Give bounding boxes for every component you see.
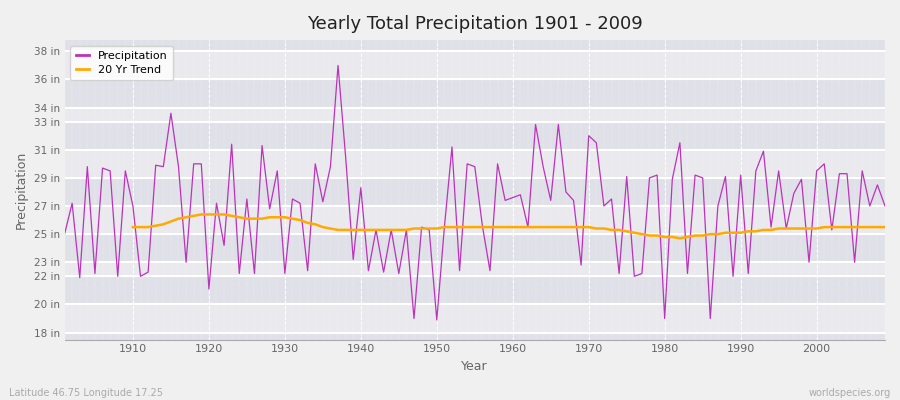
Line: Precipitation: Precipitation [65, 66, 885, 320]
20 Yr Trend [310, 222, 320, 227]
20 Yr Trend [128, 225, 139, 230]
Precipitation [120, 168, 130, 173]
Bar [65, 51, 885, 80]
Precipitation [879, 204, 890, 208]
20 Yr Trend [583, 225, 594, 230]
Title: Yearly Total Precipitation 1901 - 2009: Yearly Total Precipitation 1901 - 2009 [307, 15, 643, 33]
Y-axis label: Precipitation: Precipitation [15, 151, 28, 229]
Bar [65, 262, 885, 276]
20 Yr Trend [279, 215, 290, 220]
Precipitation [523, 225, 534, 230]
Text: worldspecies.org: worldspecies.org [809, 388, 891, 398]
Text: Latitude 46.75 Longitude 17.25: Latitude 46.75 Longitude 17.25 [9, 388, 163, 398]
X-axis label: Year: Year [462, 360, 488, 373]
Precipitation [340, 154, 351, 159]
Bar [65, 108, 885, 122]
20 Yr Trend [196, 212, 207, 217]
20 Yr Trend [857, 225, 868, 230]
Precipitation [287, 196, 298, 201]
Precipitation [515, 192, 526, 197]
20 Yr Trend [523, 225, 534, 230]
Line: 20 Yr Trend: 20 Yr Trend [133, 214, 885, 238]
Bar [65, 304, 885, 332]
Precipitation [333, 63, 344, 68]
Legend: Precipitation, 20 Yr Trend: Precipitation, 20 Yr Trend [70, 46, 173, 80]
Precipitation [614, 271, 625, 276]
Bar [65, 150, 885, 178]
20 Yr Trend [834, 225, 845, 230]
Bar [65, 206, 885, 234]
20 Yr Trend [674, 236, 685, 241]
Precipitation [59, 232, 70, 236]
20 Yr Trend [879, 225, 890, 230]
Precipitation [431, 318, 442, 322]
